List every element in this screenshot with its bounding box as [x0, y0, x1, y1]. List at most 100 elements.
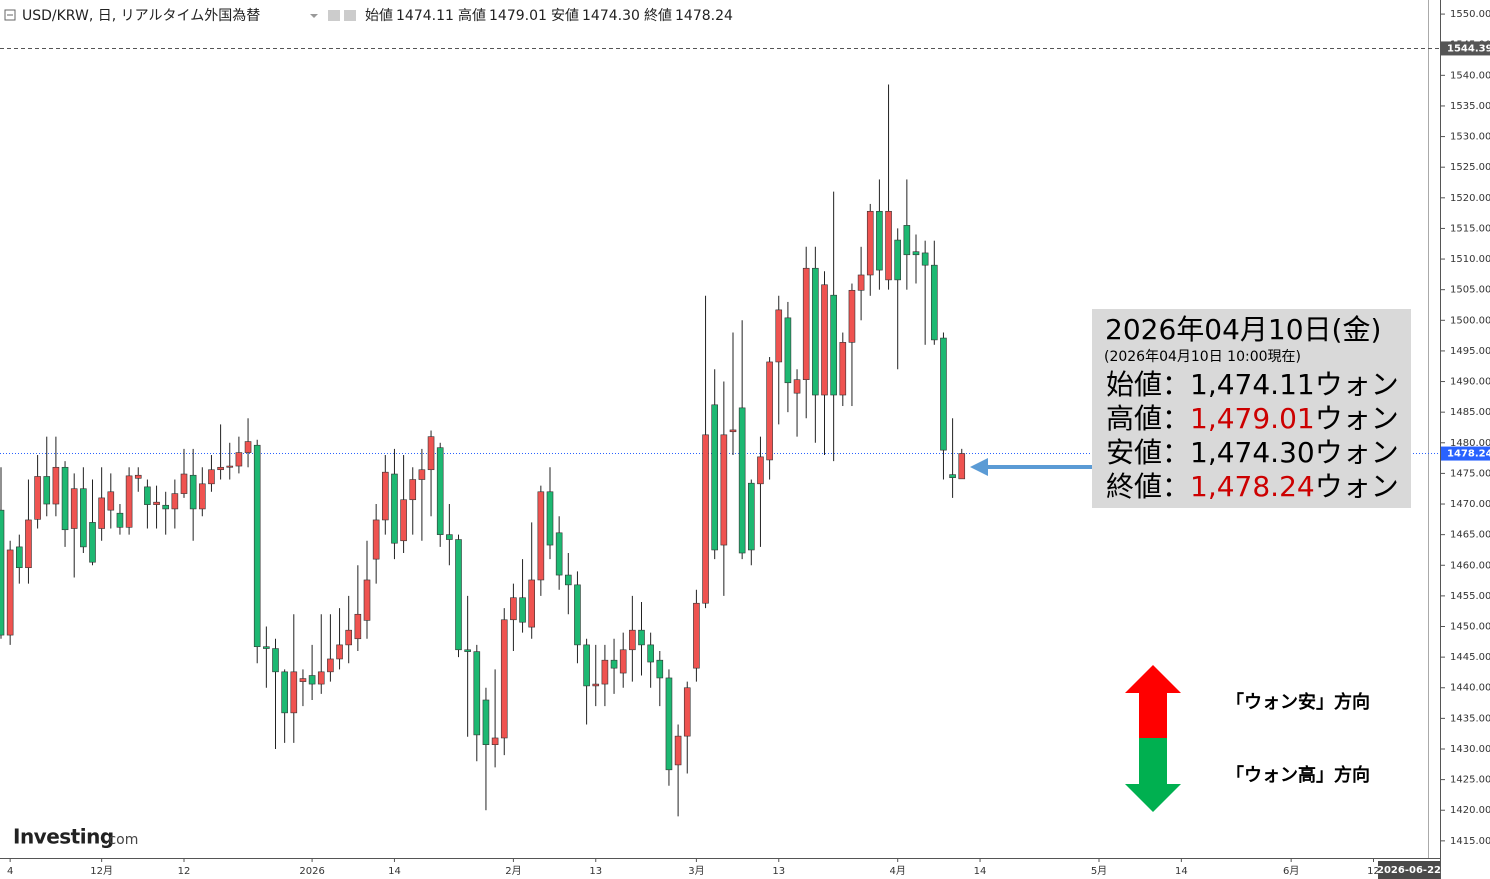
candle-body — [107, 491, 115, 511]
annotation-as-of: (2026年04月10日 10:00現在) — [1104, 349, 1301, 365]
y-tick-label: 1510.00 — [1450, 254, 1490, 265]
candle-body — [738, 407, 746, 554]
logo-suffix: .com — [104, 832, 138, 848]
candle-body — [43, 476, 51, 505]
y-tick-label: 1450.00 — [1450, 622, 1490, 633]
candle-body — [317, 671, 325, 685]
ohlc-value: 1479.01 — [489, 8, 547, 24]
x-tick-label: 3月 — [688, 865, 704, 877]
legend-up: 「ウォン安」方向 — [1226, 691, 1370, 713]
candle-body — [482, 699, 490, 746]
row-label: 高値： — [1106, 402, 1190, 435]
y-tick-label: 1430.00 — [1450, 744, 1490, 755]
x-tick-label: 12 — [1367, 866, 1380, 877]
annotation-row: 安値：1,474.30ウォン — [1106, 436, 1399, 469]
y-tick-label: 1460.00 — [1450, 560, 1490, 571]
settings-icon[interactable] — [328, 10, 340, 21]
row-unit: ウォン — [1315, 368, 1399, 401]
ohlc-label: 高値 — [458, 7, 486, 24]
y-tick-label: 1465.00 — [1450, 530, 1490, 541]
candle-body — [354, 613, 362, 640]
row-label: 始値： — [1106, 368, 1190, 401]
x-tick-label: 14 — [388, 866, 401, 877]
candle-body — [894, 239, 902, 281]
row-value: 1,474.30 — [1190, 436, 1315, 469]
y-tick-label: 1500.00 — [1450, 315, 1490, 326]
direction-legend: 「ウォン安」方向 「ウォン高」方向 — [1125, 665, 1370, 812]
candle-body — [52, 466, 60, 505]
candle-body — [345, 629, 353, 646]
candle-body — [683, 687, 691, 737]
annotation-box — [1092, 309, 1411, 508]
header: USD/KRW, 日, リアルタイム外国為替 始値 1474.11 高値 147… — [4, 7, 733, 24]
candle-body — [537, 491, 545, 581]
candle-body — [263, 646, 270, 649]
candle-body — [821, 284, 828, 396]
candle-body — [757, 456, 764, 485]
candle-body — [866, 210, 874, 276]
dropdown-icon[interactable] — [310, 14, 318, 18]
candle-body — [830, 294, 837, 396]
candle-body — [180, 473, 188, 494]
crosshair-date-bg — [1378, 861, 1440, 879]
y-tick-label: 1480.00 — [1450, 438, 1490, 449]
candle-body — [281, 671, 288, 714]
candle-body — [528, 579, 536, 628]
candle-body — [217, 466, 224, 471]
candle-body — [949, 474, 956, 478]
candle-body — [25, 519, 32, 569]
candle-body — [363, 579, 371, 621]
x-tick-label: 2026 — [299, 866, 324, 877]
candle-body — [134, 474, 142, 479]
candle-body — [766, 361, 773, 461]
y-tick-label: 1445.00 — [1450, 652, 1490, 663]
annotation-date: 2026年04月10日(金) — [1105, 313, 1381, 346]
candle-body — [564, 574, 572, 586]
candle-body — [226, 465, 234, 468]
candle-body — [308, 675, 316, 685]
settings-icon[interactable] — [344, 10, 356, 21]
row-unit: ウォン — [1315, 470, 1399, 503]
candle-body — [80, 488, 87, 548]
candle-body — [290, 671, 298, 714]
candle-body — [272, 648, 279, 673]
candle-body — [921, 252, 929, 266]
candle-body — [455, 539, 462, 651]
candle-body — [116, 512, 124, 528]
down-arrow — [1125, 738, 1181, 812]
candle-body — [327, 658, 334, 673]
candle-body — [0, 509, 5, 636]
price-label: 1544.39 — [1447, 43, 1490, 54]
candle-body — [802, 267, 810, 381]
row-unit: ウォン — [1315, 402, 1399, 435]
x-tick-label: 4 — [7, 866, 13, 877]
candle-body — [125, 475, 133, 528]
y-tick-label: 1550.00 — [1450, 9, 1490, 20]
y-tick-label: 1530.00 — [1450, 132, 1490, 143]
candle-body — [208, 469, 215, 485]
y-tick-label: 1475.00 — [1450, 468, 1490, 479]
x-tick-label: 12 — [178, 866, 191, 877]
candle-body — [400, 499, 407, 542]
price-label-bg — [1441, 41, 1490, 56]
y-tick-label: 1515.00 — [1450, 223, 1490, 234]
candle-body — [940, 337, 947, 451]
candle-body — [574, 584, 581, 646]
candle-body — [857, 274, 865, 291]
candle-body — [912, 251, 920, 256]
row-value: 1,479.01 — [1190, 402, 1315, 435]
candle-body — [244, 441, 252, 453]
y-tick-label: 1485.00 — [1450, 407, 1490, 418]
candle-body — [336, 644, 343, 660]
y-tick-label: 1495.00 — [1450, 346, 1490, 357]
annotation-row: 高値：1,479.01ウォン — [1106, 402, 1399, 435]
collapse-icon[interactable] — [4, 9, 16, 21]
x-tick-label: 13 — [772, 866, 785, 877]
candle-body — [592, 683, 600, 687]
candle-body — [876, 210, 883, 271]
row-value: 1,474.11 — [1190, 368, 1315, 401]
candle-body — [500, 619, 508, 739]
y-tick-label: 1525.00 — [1450, 162, 1490, 173]
candle-body — [299, 678, 307, 682]
